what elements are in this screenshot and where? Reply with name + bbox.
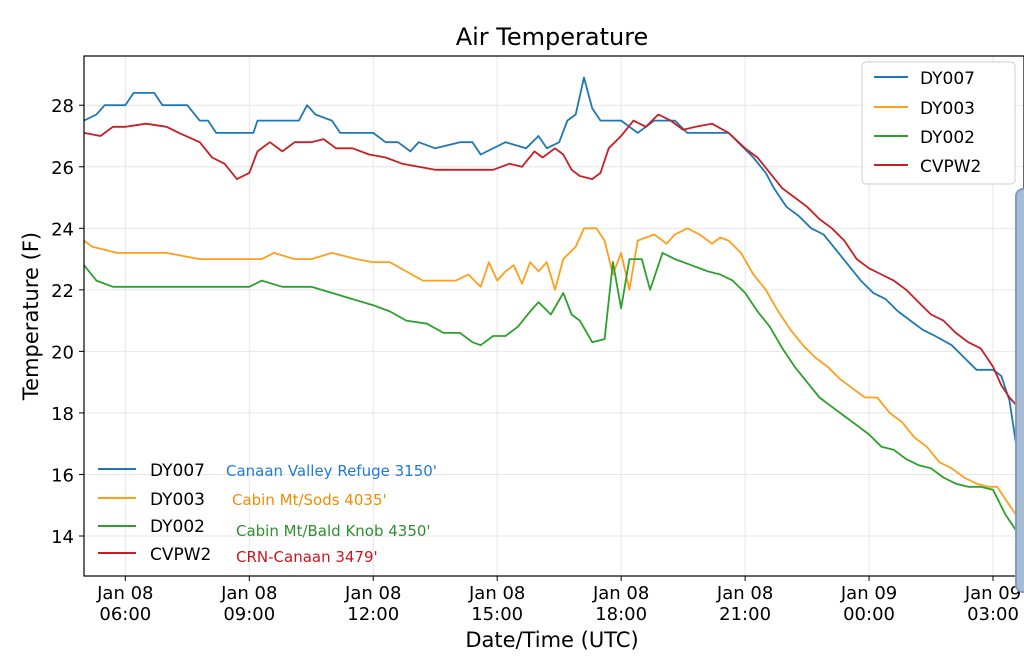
- series-lines: [83, 76, 1024, 549]
- series-line-cvpw2: [83, 113, 1024, 417]
- x-tick-label-date: Jan 08: [220, 583, 277, 604]
- x-tick-label-date: Jan 08: [592, 583, 649, 604]
- series-line-dy002: [83, 252, 1024, 549]
- series-line-dy003: [83, 227, 1023, 525]
- x-tick-label-date: Jan 08: [468, 583, 525, 604]
- x-tick-label-time: 15:00: [471, 604, 523, 625]
- x-tick-label-time: 12:00: [347, 604, 399, 625]
- legend-top-right: DY007 DY003 DY002 CVPW2: [861, 61, 1016, 185]
- y-tick-label: 20: [51, 342, 74, 363]
- y-tick-label: 16: [51, 465, 74, 486]
- x-axis-label: Date/Time (UTC): [465, 628, 638, 652]
- annot-name-dy007: DY007: [150, 461, 205, 481]
- y-tick-label: 28: [51, 96, 74, 117]
- annot-name-dy002: DY002: [150, 517, 205, 537]
- y-tick-label: 18: [51, 404, 74, 425]
- x-tick-label-time: 18:00: [595, 604, 647, 625]
- y-tick-label: 24: [51, 219, 74, 240]
- y-axis-label: Temperature (F): [19, 232, 43, 401]
- legend-box: [861, 61, 1016, 185]
- annot-site-dy002: Cabin Mt/Bald Knob 4350': [236, 522, 431, 540]
- annot-name-dy003: DY003: [150, 490, 205, 510]
- legend-label-dy007: DY007: [920, 69, 975, 89]
- chart-title: Air Temperature: [456, 23, 649, 51]
- series-line-dy007: [83, 76, 1023, 469]
- annot-site-dy007: Canaan Valley Refuge 3150': [226, 462, 437, 480]
- x-tick-label-date: Jan 09: [964, 583, 1021, 604]
- legend-label-cvpw2: CVPW2: [920, 157, 981, 177]
- x-tick-label-date: Jan 09: [840, 583, 897, 604]
- y-tick-label: 26: [51, 158, 74, 179]
- x-tick-label-date: Jan 08: [716, 583, 773, 604]
- y-tick-label: 22: [51, 281, 74, 302]
- legend-bottom-left: DY007 Canaan Valley Refuge 3150' DY003 C…: [98, 461, 437, 566]
- x-tick-label-date: Jan 08: [96, 583, 153, 604]
- legend-label-dy003: DY003: [920, 99, 975, 119]
- x-tick-label-time: 00:00: [843, 604, 895, 625]
- legend-label-dy002: DY002: [920, 128, 975, 148]
- x-tick-label-time: 09:00: [223, 604, 275, 625]
- grid-layer: [84, 56, 1024, 576]
- x-tick-label-time: 03:00: [967, 604, 1019, 625]
- annot-site-cvpw2: CRN-Canaan 3479': [236, 548, 378, 566]
- scroll-handle[interactable]: [1015, 188, 1024, 593]
- annot-name-cvpw2: CVPW2: [150, 545, 211, 565]
- x-tick-label-date: Jan 08: [344, 583, 401, 604]
- annot-site-dy003: Cabin Mt/Sods 4035': [232, 491, 387, 509]
- x-tick-label-time: 21:00: [719, 604, 771, 625]
- y-tick-label: 14: [51, 527, 74, 548]
- x-tick-label-time: 06:00: [99, 604, 151, 625]
- plot-area-frame: [83, 55, 1024, 577]
